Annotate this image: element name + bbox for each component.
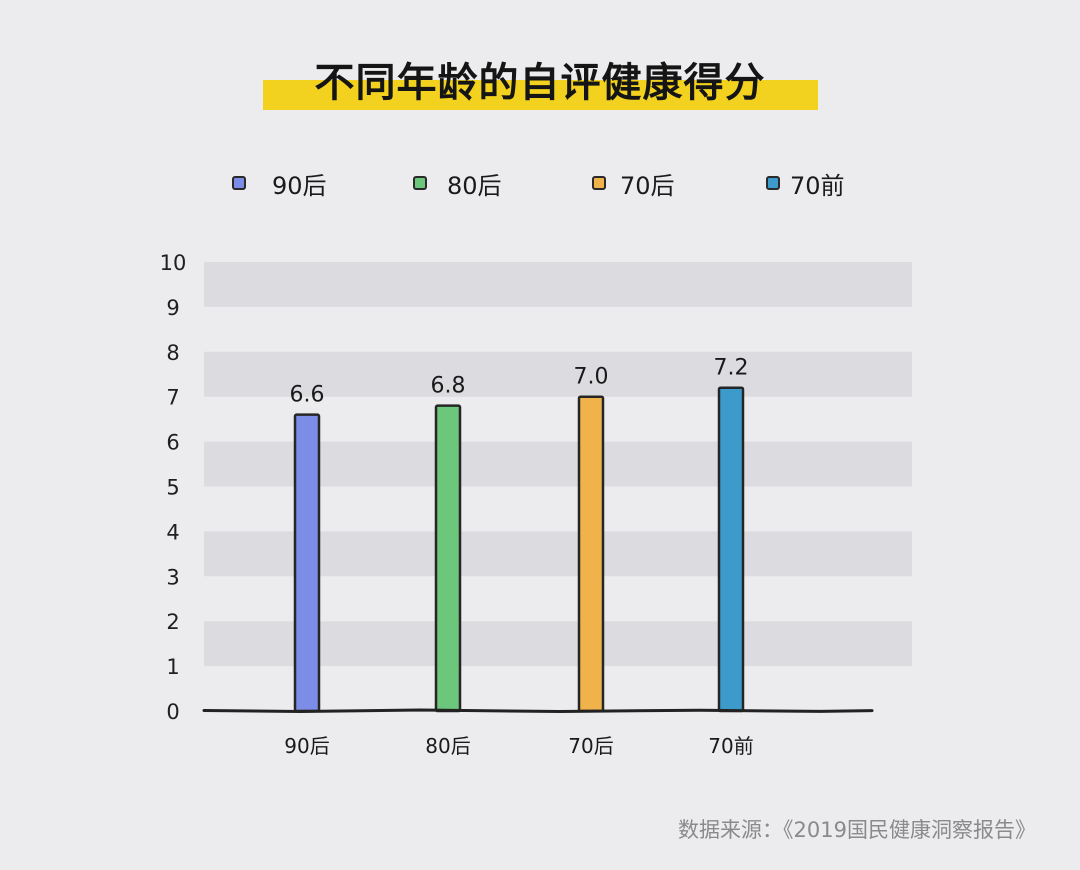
bar-value-label-1: 6.8 <box>431 374 466 399</box>
grid-band-9 <box>204 262 912 307</box>
data-source-note: 数据来源：《2019国民健康洞察报告》 <box>678 818 1036 842</box>
bar-1 <box>434 404 462 713</box>
title-highlight-bar <box>263 80 818 110</box>
legend-item-70before: 70前 <box>766 163 845 203</box>
legend-item-90: 90后 <box>232 163 327 203</box>
chart-title: 不同年龄的自评健康得分 <box>314 60 766 106</box>
legend: 90后 80后 70后 70前 <box>0 163 1080 203</box>
grid-band-1 <box>204 621 912 667</box>
x-tick-label-0: 90后 <box>284 734 329 758</box>
legend-swatch-80 <box>413 176 427 190</box>
bar-value-label-3: 7.2 <box>714 356 749 381</box>
bar-value-label-2: 7.0 <box>574 365 609 390</box>
bar-value-label-0: 6.6 <box>290 383 325 408</box>
y-tick-label-4: 4 <box>166 520 179 544</box>
y-tick-label-5: 5 <box>166 476 179 500</box>
y-tick-label-10: 10 <box>160 251 187 275</box>
legend-swatch-90 <box>232 176 246 190</box>
x-tick-label-3: 70前 <box>708 734 753 758</box>
grid-band-5 <box>204 441 912 487</box>
legend-label-70: 70后 <box>620 171 675 200</box>
x-tick-label-1: 80后 <box>425 734 470 758</box>
grid-band-7 <box>204 351 912 397</box>
y-tick-label-6: 6 <box>166 431 179 455</box>
grid-band-3 <box>204 531 912 577</box>
bar-2 <box>577 395 605 713</box>
legend-label-80: 80后 <box>447 171 502 200</box>
bar-3 <box>717 386 745 713</box>
y-tick-label-8: 8 <box>166 341 179 365</box>
legend-swatch-70 <box>592 176 606 190</box>
chart-title-area: 不同年龄的自评健康得分 <box>0 44 1080 124</box>
legend-item-80: 80后 <box>413 163 502 203</box>
legend-label-90: 90后 <box>272 171 327 200</box>
y-tick-label-7: 7 <box>166 386 179 410</box>
y-tick-label-2: 2 <box>166 610 179 634</box>
y-tick-label-3: 3 <box>166 565 179 589</box>
y-tick-label-9: 9 <box>166 296 179 320</box>
x-tick-label-2: 70后 <box>568 734 613 758</box>
y-tick-label-0: 0 <box>166 700 179 724</box>
legend-label-70before: 70前 <box>790 171 845 200</box>
legend-swatch-70before <box>766 176 780 190</box>
y-tick-label-1: 1 <box>166 655 179 679</box>
x-axis-line <box>202 708 874 714</box>
legend-item-70: 70后 <box>592 163 675 203</box>
bar-0 <box>293 413 321 713</box>
